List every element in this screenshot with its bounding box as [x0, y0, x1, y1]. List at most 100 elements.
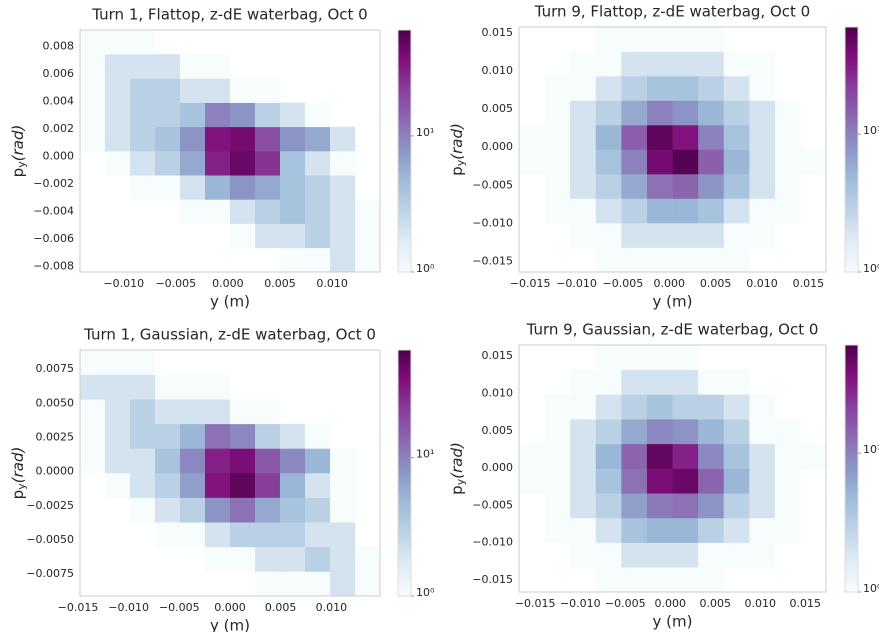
cell: [230, 102, 256, 128]
cell: [749, 51, 776, 77]
cell: [698, 567, 725, 592]
cell: [280, 247, 306, 272]
cell: [646, 468, 673, 494]
cells: [519, 27, 826, 272]
cell: [595, 223, 622, 248]
cell: [570, 174, 597, 199]
cell: [180, 473, 206, 498]
cell: [749, 419, 776, 445]
cell: [800, 443, 826, 469]
cell: [230, 423, 256, 449]
x-axis-label: y (m): [653, 613, 693, 631]
cell: [155, 374, 181, 400]
cell: [230, 223, 256, 249]
cell: [330, 126, 356, 152]
cell: [330, 473, 356, 498]
y-axis-label: py(rad): [448, 123, 468, 176]
y-tick-label: 0.010: [482, 387, 514, 400]
cell: [570, 468, 597, 494]
cell: [672, 51, 699, 77]
cell: [255, 399, 281, 425]
cell: [595, 125, 622, 150]
cell: [544, 100, 571, 126]
cell: [180, 497, 206, 523]
cell: [774, 493, 801, 519]
cell: [723, 493, 750, 519]
cell: [105, 448, 131, 474]
cell: [646, 567, 673, 592]
cell: [698, 51, 725, 77]
cell: [595, 76, 622, 101]
cell: [255, 473, 281, 498]
cell: [621, 517, 648, 543]
cell: [621, 369, 648, 395]
cell: [204, 473, 231, 498]
x-tick-label: −0.005: [155, 277, 196, 290]
cell: [330, 571, 356, 596]
cell: [749, 198, 776, 224]
cell: [570, 223, 597, 248]
cell: [672, 419, 699, 445]
cell: [672, 369, 699, 395]
cell: [621, 100, 648, 126]
cell: [80, 54, 106, 79]
cell: [354, 546, 380, 572]
cell: [155, 54, 181, 79]
y-label-unit: (rad): [9, 125, 27, 162]
cell: [570, 542, 597, 568]
cell: [155, 102, 181, 128]
x-tick-label: 0.000: [212, 277, 244, 290]
cell: [672, 493, 699, 519]
cell: [749, 149, 776, 175]
cell: [280, 223, 306, 249]
y-tick-label: −0.0025: [26, 499, 74, 512]
cell: [621, 468, 648, 494]
cell: [130, 78, 156, 103]
cell: [105, 151, 131, 176]
cell: [672, 174, 699, 199]
cell: [723, 100, 750, 126]
colorbar-tick-label: 10¹: [416, 126, 434, 139]
cell: [570, 394, 597, 420]
cell: [672, 542, 699, 568]
cell: [180, 54, 206, 79]
cell: [130, 175, 156, 200]
cell: [646, 174, 673, 199]
cell: [230, 522, 256, 548]
cell: [105, 126, 131, 152]
cell: [723, 149, 750, 175]
cell: [80, 399, 106, 425]
y-tick-label: 0.000: [482, 461, 514, 474]
cell: [672, 76, 699, 101]
cell: [305, 199, 331, 224]
cell: [279, 423, 306, 449]
cell: [519, 443, 545, 469]
chart-title: Turn 9, Flattop, z-dE waterbag, Oct 0: [534, 3, 810, 21]
x-tick-label: −0.010: [108, 601, 149, 614]
cell: [774, 419, 801, 445]
cell: [698, 27, 725, 52]
cell: [280, 126, 306, 152]
cell: [672, 443, 699, 469]
cell: [646, 125, 673, 150]
cell: [749, 468, 776, 494]
cell: [698, 125, 725, 150]
cell: [544, 443, 571, 469]
cell: [255, 78, 281, 103]
cell: [621, 394, 648, 420]
colorbar: [844, 26, 859, 273]
cell: [595, 174, 622, 199]
y-tick-label: 0.002: [43, 122, 75, 135]
cell: [672, 223, 699, 248]
cell: [204, 374, 231, 400]
y-tick-label: 0.006: [43, 67, 75, 80]
cell: [646, 223, 673, 248]
cell: [672, 567, 699, 592]
y-tick-label: −0.004: [33, 205, 74, 218]
cell: [774, 198, 801, 224]
cell: [80, 78, 106, 103]
cell: [595, 345, 622, 370]
cell: [698, 394, 725, 420]
cell: [205, 54, 231, 79]
colorbar-tick-label: 10¹: [863, 443, 879, 456]
